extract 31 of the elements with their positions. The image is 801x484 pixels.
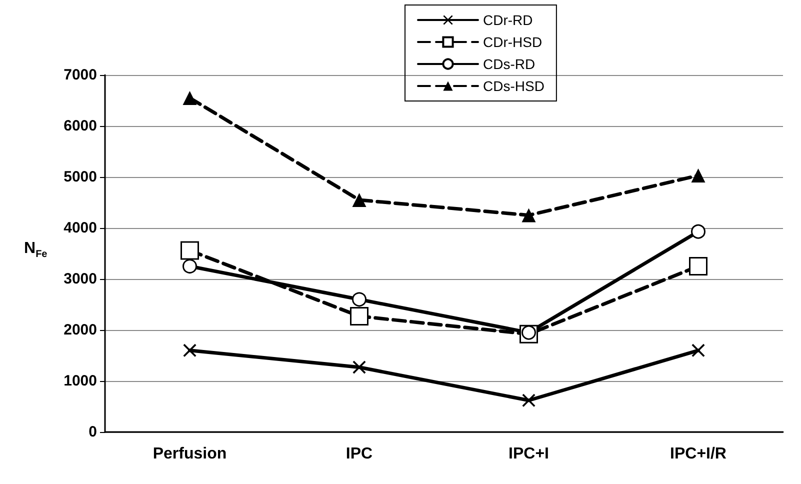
point xyxy=(182,90,197,105)
y-tick-label: 4000 xyxy=(64,220,97,236)
x-tick-label: IPC+I/R xyxy=(670,446,727,462)
point xyxy=(689,257,708,276)
point xyxy=(691,168,706,182)
legend-label: CDs-HSD xyxy=(483,78,544,94)
x-tick-label: IPC xyxy=(346,446,374,462)
y-axis-title: N$_{Fe}$ xyxy=(24,240,48,260)
y-tick-label: 7000 xyxy=(64,66,97,84)
point xyxy=(180,241,199,260)
y-tick-label: 5000 xyxy=(64,168,97,186)
point xyxy=(691,224,706,239)
point xyxy=(352,292,366,307)
point xyxy=(350,306,368,326)
point xyxy=(352,192,366,207)
legend-label: CDs-RD xyxy=(483,56,536,72)
legend-label: CDr-HSD xyxy=(483,34,542,50)
point xyxy=(522,394,536,407)
x-tick-label: IPC+I xyxy=(508,446,549,462)
point xyxy=(182,259,197,274)
y-tick-label: 2000 xyxy=(64,322,97,338)
point xyxy=(352,360,366,374)
y-tick-label: 3000 xyxy=(64,270,97,288)
y-tick-label: 6000 xyxy=(64,118,97,134)
x-tick-label: Perfusion xyxy=(152,446,227,462)
legend-label: CDr-RD xyxy=(483,12,533,28)
point xyxy=(692,344,705,357)
y-tick-label: 0 xyxy=(88,424,97,440)
y-tick-label: 1000 xyxy=(64,372,97,390)
point xyxy=(183,344,196,357)
point xyxy=(522,208,536,222)
